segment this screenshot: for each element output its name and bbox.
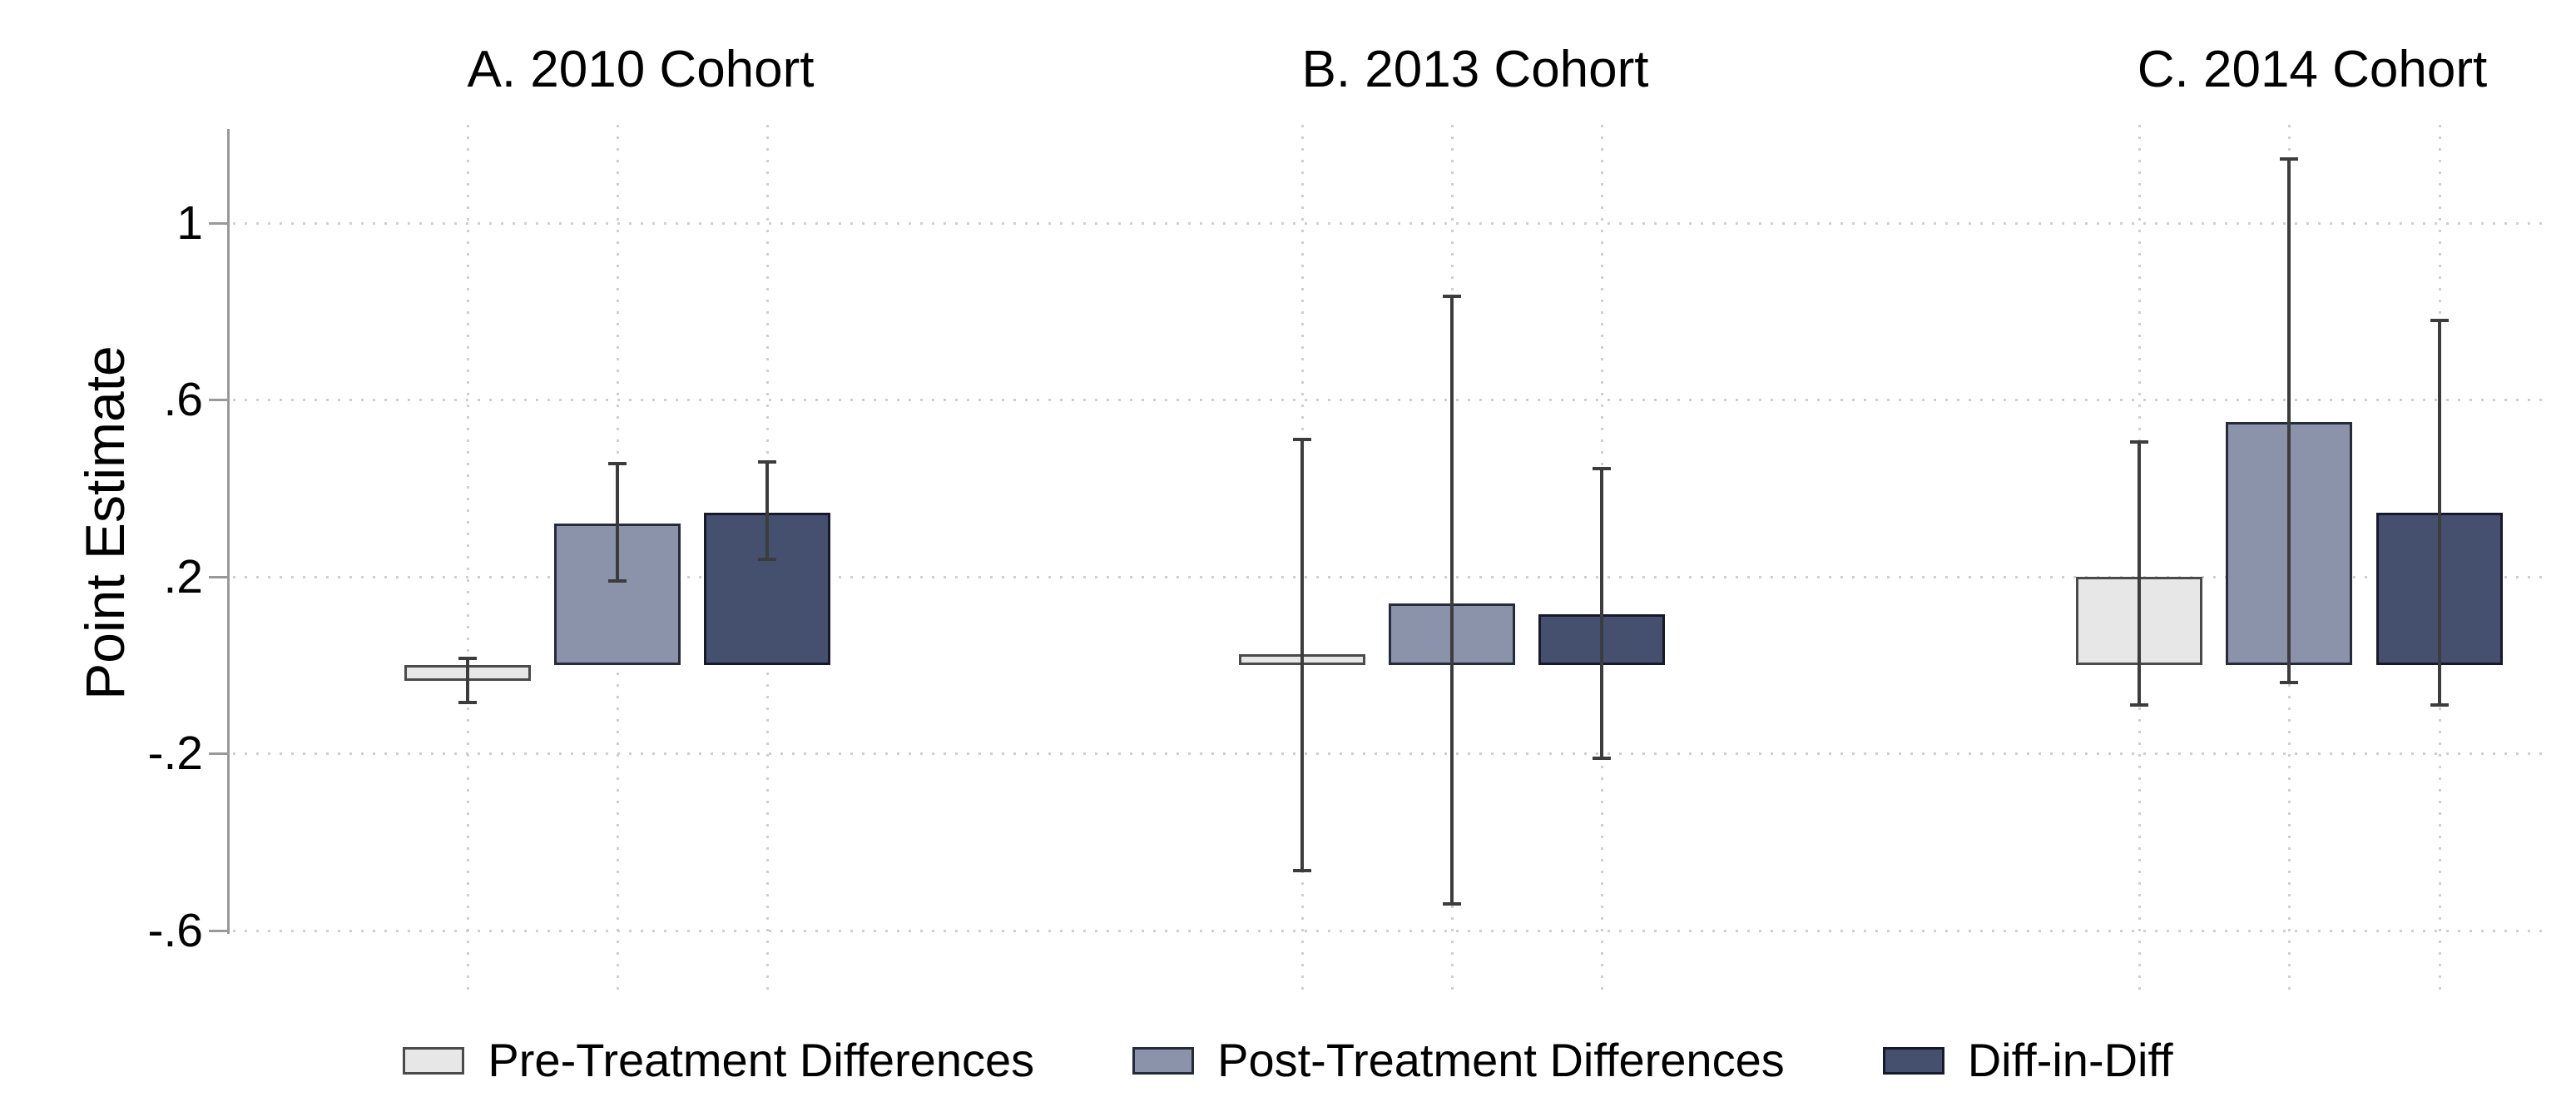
error-bar-line [765, 461, 769, 559]
error-bar-line [1300, 439, 1304, 871]
error-bar-cap-top [1593, 466, 1611, 470]
legend-swatch [1882, 1046, 1944, 1075]
y-tick-label: -.2 [147, 727, 203, 781]
error-bar-cap-bottom [608, 579, 627, 583]
error-bar-cap-top [1443, 294, 1461, 298]
legend-item: Diff-in-Diff [1882, 1034, 2173, 1086]
error-bar-line [2287, 159, 2291, 683]
error-bar-line [616, 464, 619, 582]
error-bar-cap-bottom [1593, 756, 1611, 760]
error-bar-cap-bottom [758, 557, 776, 561]
error-bar-line [2438, 320, 2441, 705]
error-bar-cap-bottom [1293, 868, 1311, 872]
horizontal-gridline [233, 752, 2544, 756]
y-axis-tick [209, 929, 227, 932]
error-bar-cap-top [2280, 157, 2298, 161]
error-bar-line [466, 658, 469, 703]
y-axis-tick [209, 752, 227, 756]
horizontal-gridline [233, 399, 2544, 402]
error-bar-cap-bottom [1443, 901, 1461, 906]
legend-label: Diff-in-Diff [1967, 1034, 2173, 1086]
y-tick-label: -.6 [147, 903, 203, 957]
error-bar-cap-bottom [2280, 681, 2298, 685]
error-bar-cap-bottom [458, 701, 477, 705]
horizontal-gridline [233, 222, 2544, 225]
error-bar-cap-top [758, 459, 776, 464]
legend-swatch [1132, 1046, 1195, 1075]
error-bar-cap-top [2130, 439, 2148, 444]
legend-item: Post-Treatment Differences [1132, 1035, 1785, 1085]
error-bar-cap-bottom [2130, 702, 2148, 707]
y-axis-tick [209, 575, 227, 578]
legend-item: Pre-Treatment Differences [403, 1035, 1034, 1085]
legend-swatch [403, 1046, 465, 1075]
error-bar-cap-bottom [2430, 702, 2449, 707]
error-bar-line [1600, 468, 1603, 758]
error-bar-cap-top [458, 657, 477, 661]
error-bar-cap-top [608, 462, 627, 466]
y-axis-tick [209, 399, 227, 402]
y-axis-tick [209, 222, 227, 225]
y-tick-label: .6 [163, 373, 203, 427]
horizontal-gridline [233, 929, 2544, 932]
error-bar-line [2138, 441, 2141, 705]
y-tick-label: 1 [176, 196, 203, 250]
horizontal-gridline [233, 575, 2544, 578]
legend: Pre-Treatment Differences Post-Treatment … [0, 1035, 2576, 1085]
legend-label: Post-Treatment Differences [1217, 1034, 1785, 1086]
error-bar-cap-top [1293, 438, 1311, 442]
vertical-gridline [467, 125, 469, 990]
panel-title: A. 2010 Cohort [467, 41, 815, 98]
panel-title: C. 2014 Cohort [2137, 41, 2488, 98]
legend-label: Pre-Treatment Differences [488, 1034, 1035, 1086]
error-bar-line [1450, 295, 1454, 904]
panel-title: B. 2013 Cohort [1301, 41, 1649, 98]
y-axis-line [227, 129, 230, 934]
error-bar-cap-top [2430, 318, 2449, 322]
y-tick-label: .2 [163, 549, 203, 603]
